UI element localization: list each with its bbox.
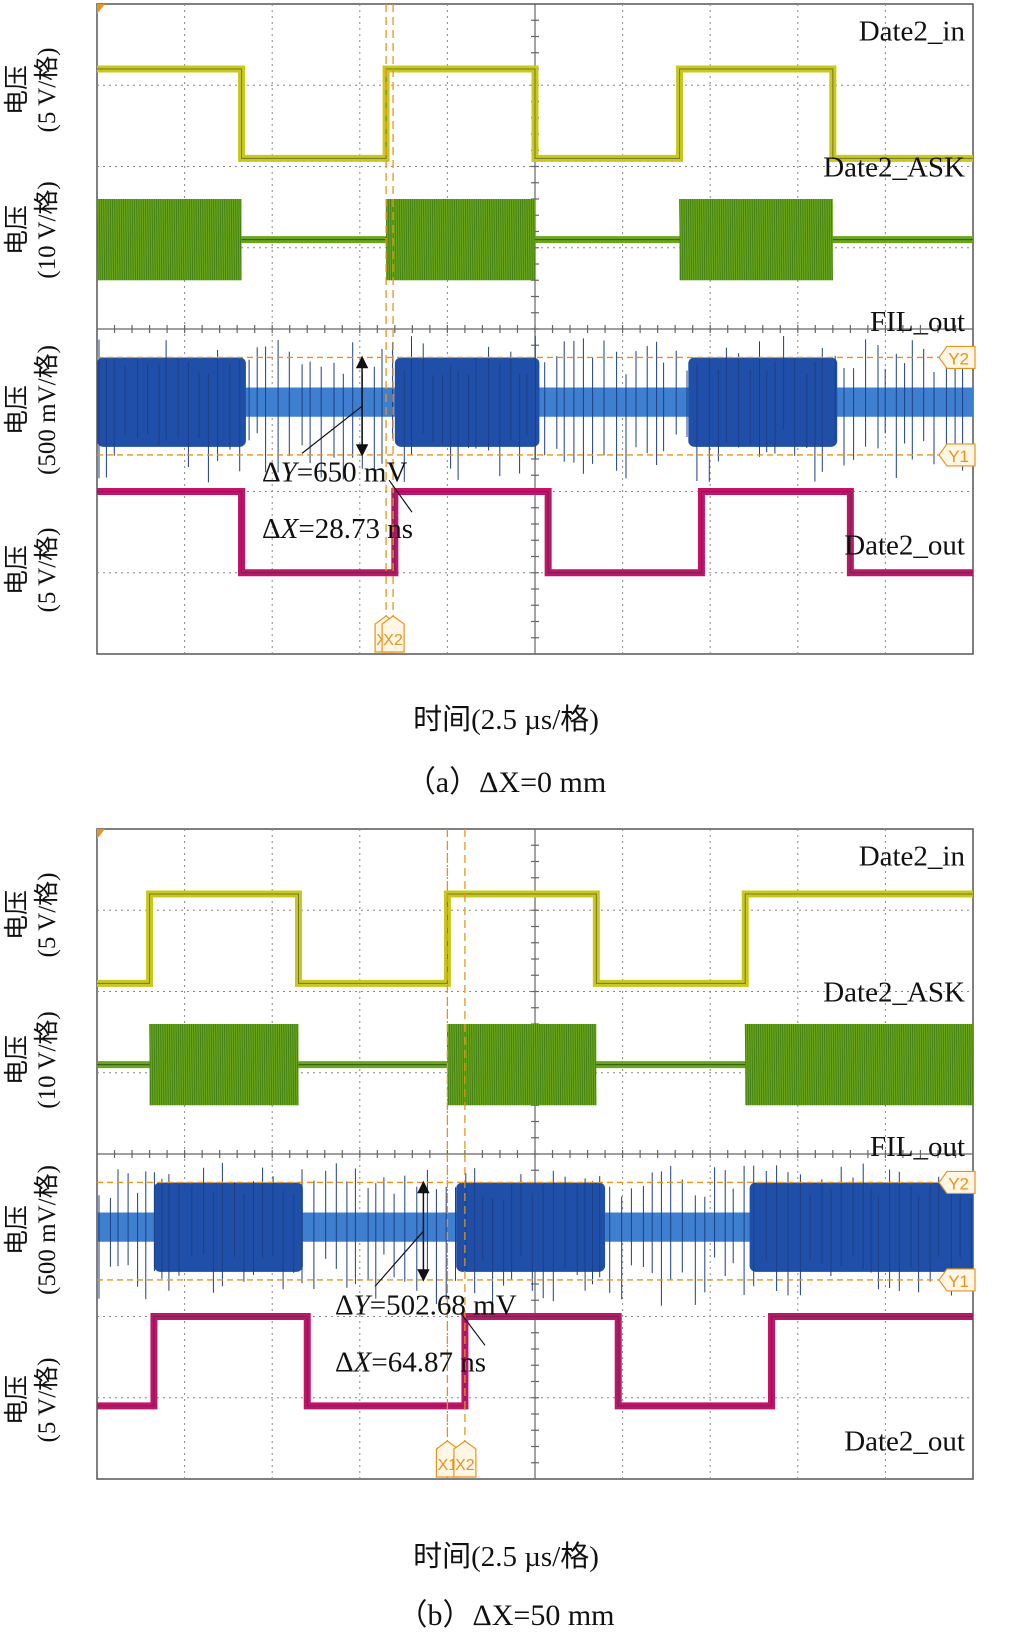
cursor-x-tag: X2 — [453, 1440, 477, 1478]
arrow-head-down — [355, 444, 369, 457]
filtered-burst — [153, 1182, 303, 1272]
caption-b: （b）ΔX=50 mm — [397, 1599, 615, 1632]
arrow-head-down — [417, 1269, 430, 1282]
annotation-var: X — [353, 1346, 373, 1378]
series-label: Date2_in — [859, 15, 966, 47]
filtered-burst — [456, 1182, 606, 1272]
series-date2-ask — [96, 198, 973, 281]
leader-y — [374, 1230, 424, 1287]
annotation-value: =650 mV — [297, 456, 408, 488]
cursor-x-label: X1 — [438, 1457, 458, 1474]
trace-edge — [97, 68, 973, 159]
center-axes — [96, 828, 974, 1480]
arrow-head-up — [355, 355, 369, 369]
filtered-burst — [749, 1182, 973, 1272]
filtered-spikes — [98, 335, 964, 483]
filtered-burst — [688, 357, 838, 447]
cursor-y-tag: Y1 — [938, 1268, 976, 1292]
cursor-y-tag: Y2 — [938, 1170, 976, 1195]
arrow-head-up — [417, 1180, 430, 1194]
xlabel-b: 时间(2.5 µs/格) — [413, 1541, 599, 1573]
ylabel-a-4: 电压 (5 V/格) — [4, 527, 61, 613]
series-label: FIL_out — [870, 306, 965, 338]
panel-a: Date2_inDate2_ASKFIL_outDate2_outY2Y1X1X… — [0, 0, 1012, 799]
annotation-x: ΔX=64.87 ns — [335, 1346, 486, 1378]
cursor-x-marker — [453, 1440, 477, 1478]
oscilloscope-plot-a: Date2_inDate2_ASKFIL_outDate2_outY2Y1X1X… — [96, 3, 976, 655]
annotation-prefix: Δ — [335, 1289, 354, 1321]
series-label: Date2_out — [844, 1425, 965, 1457]
annotation-value: =502.68 mV — [370, 1289, 517, 1321]
annotation-leaders — [374, 1230, 486, 1346]
caption-a: （a）ΔX=0 mm — [405, 766, 607, 799]
annotation-var: Y — [281, 456, 300, 488]
ylabel-b-2: 电压 (10 V/格) — [4, 1011, 61, 1109]
trigger-marker — [97, 4, 105, 14]
cursor-y-marker — [938, 443, 976, 467]
annotation-prefix: Δ — [335, 1346, 354, 1378]
cursor-y-tag: Y2 — [938, 345, 976, 370]
ylabel-a-1: 电压 (5 V/格) — [4, 47, 61, 133]
series-date2-out — [97, 488, 973, 577]
series-date2-ask — [97, 1023, 974, 1106]
oscilloscope-plot-b: Date2_inDate2_ASKFIL_outDate2_outY2Y1X1X… — [96, 828, 976, 1480]
annotation-var: X — [280, 513, 300, 545]
cursor-y-label: Y1 — [948, 1272, 969, 1291]
ylabel-b-4: 电压 (5 V/格) — [4, 1357, 61, 1443]
series-fil-out — [97, 335, 973, 483]
annotation-y: ΔY=502.68 mV — [335, 1289, 517, 1321]
series-label: Date2_ASK — [823, 152, 965, 184]
annotation-value: =64.87 ns — [371, 1346, 486, 1378]
annotation-var: Y — [354, 1289, 373, 1321]
ask-carrier — [679, 198, 833, 281]
ask-carrier — [96, 198, 242, 281]
ylabel-b-3: 电压 (500 mV/格) — [4, 1165, 61, 1295]
annotation-value: =28.73 ns — [298, 513, 413, 545]
series-date2-in — [97, 65, 973, 162]
xlabel-a: 时间(2.5 µs/格) — [413, 704, 599, 736]
ask-carrier — [149, 1023, 299, 1106]
cursor-y-marker — [938, 1268, 976, 1292]
trace-edge — [97, 491, 973, 574]
cursor-y-label: Y1 — [948, 447, 969, 466]
ask-burst — [97, 199, 242, 281]
series-label: FIL_out — [870, 1131, 965, 1163]
series-label: Date2_out — [844, 529, 965, 561]
cursor-y-marker — [938, 345, 976, 370]
leader-x — [460, 1312, 486, 1346]
series-date2-out — [97, 1313, 973, 1410]
ylabel-a-3: 电压 (500 mV/格) — [4, 345, 61, 475]
cursor-x-tag: X2 — [381, 615, 405, 653]
cursor-y-label: Y2 — [948, 349, 969, 368]
cursor-x-marker — [381, 615, 405, 653]
filtered-spikes — [98, 1162, 972, 1306]
panel-b: Date2_in Date2_ASK FIL_out Date2_out Y2 Y1 X1 X… — [0, 825, 1012, 1632]
series-fil-out — [97, 1162, 973, 1306]
annotation-prefix: Δ — [262, 513, 281, 545]
filtered-burst — [394, 357, 540, 447]
ylabel-a-2: 电压 (10 V/格) — [4, 181, 61, 279]
cursor-x-label: X2 — [383, 632, 403, 649]
series-label: Date2_ASK — [823, 977, 965, 1009]
ask-carrier — [744, 1023, 974, 1106]
cursor-y-label: Y2 — [948, 1174, 969, 1193]
annotation-x: ΔX=28.73 ns — [262, 513, 413, 545]
annotation-y: ΔY=650 mV — [262, 456, 407, 488]
leader-x — [388, 479, 413, 513]
annotation-leaders — [301, 405, 413, 513]
cursor-y-tag: Y1 — [938, 443, 976, 467]
ylabel-b-1: 电压 (5 V/格) — [4, 872, 61, 958]
trigger-marker — [97, 829, 105, 839]
cursor-x-label: X2 — [455, 1457, 475, 1474]
trace-edge — [97, 1316, 973, 1407]
series-label: Date2_in — [859, 840, 966, 872]
leader-y — [301, 405, 363, 454]
filtered-burst — [97, 357, 246, 447]
annotation-prefix: Δ — [262, 456, 281, 488]
cursor-y-marker — [938, 1170, 976, 1195]
